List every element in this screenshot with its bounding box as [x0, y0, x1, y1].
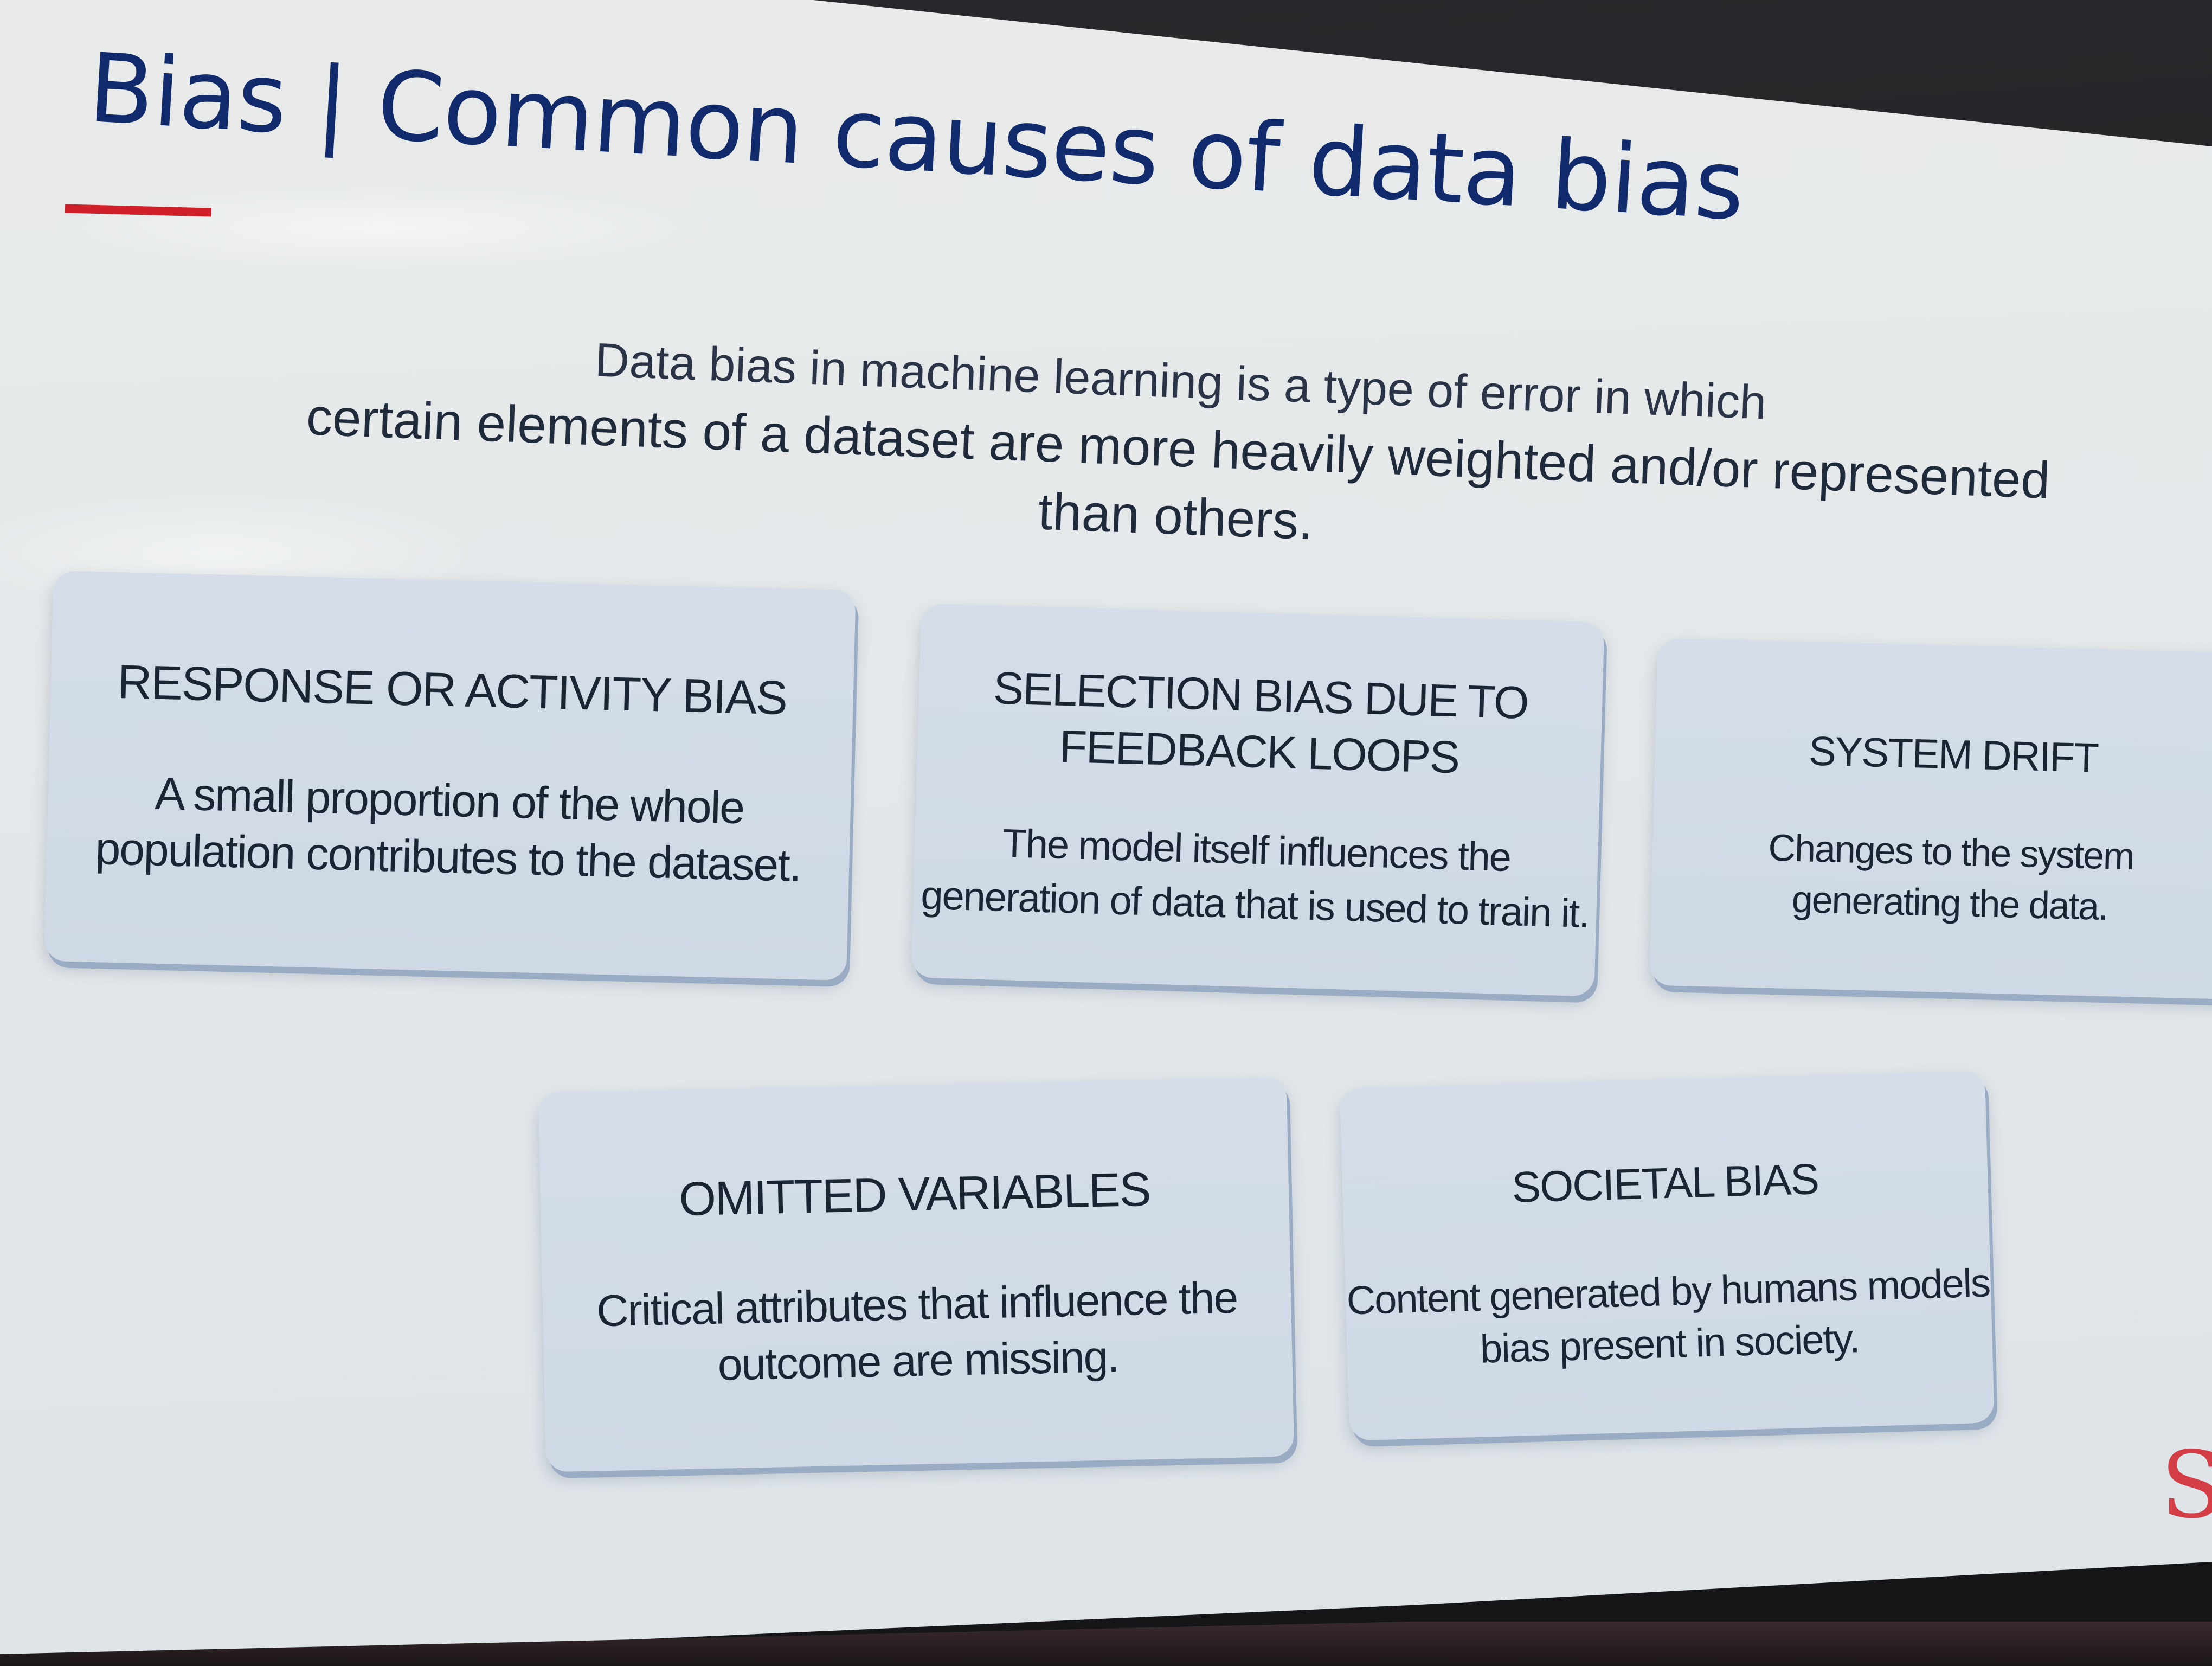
card-title: SYSTEM DRIFT — [1808, 728, 2099, 781]
card-title: SOCIETAL BIAS — [1511, 1155, 1819, 1212]
card-title: OMITTED VARIABLES — [678, 1162, 1151, 1226]
card-description: The model itself influences the generati… — [920, 820, 1590, 937]
card-description: Critical attributes that influence the o… — [596, 1273, 1238, 1390]
intro-text: Data bias in machine learning is a type … — [286, 315, 2070, 583]
title-accent-line — [65, 204, 212, 217]
card-title: RESPONSE OR ACTIVITY BIAS — [117, 654, 788, 725]
card-response-bias: RESPONSE OR ACTIVITY BIAS A small propor… — [44, 571, 856, 981]
card-description: Content generated by humans models bias … — [1346, 1260, 1991, 1372]
brand-logo-fragment: S — [2160, 1432, 2212, 1539]
card-selection-bias: SELECTION BIAS DUE TO FEEDBACK LOOPS The… — [911, 603, 1605, 997]
card-description: Changes to the system generating the dat… — [1767, 826, 2134, 928]
card-description: A small proportion of the whole populati… — [94, 767, 802, 891]
card-omitted-variables: OMITTED VARIABLES Critical attributes th… — [538, 1077, 1295, 1472]
card-societal-bias: SOCIETAL BIAS Content generated by human… — [1340, 1070, 1995, 1441]
card-system-drift: SYSTEM DRIFT Changes to the system gener… — [1649, 638, 2212, 1000]
card-title: SELECTION BIAS DUE TO FEEDBACK LOOPS — [993, 662, 1529, 783]
